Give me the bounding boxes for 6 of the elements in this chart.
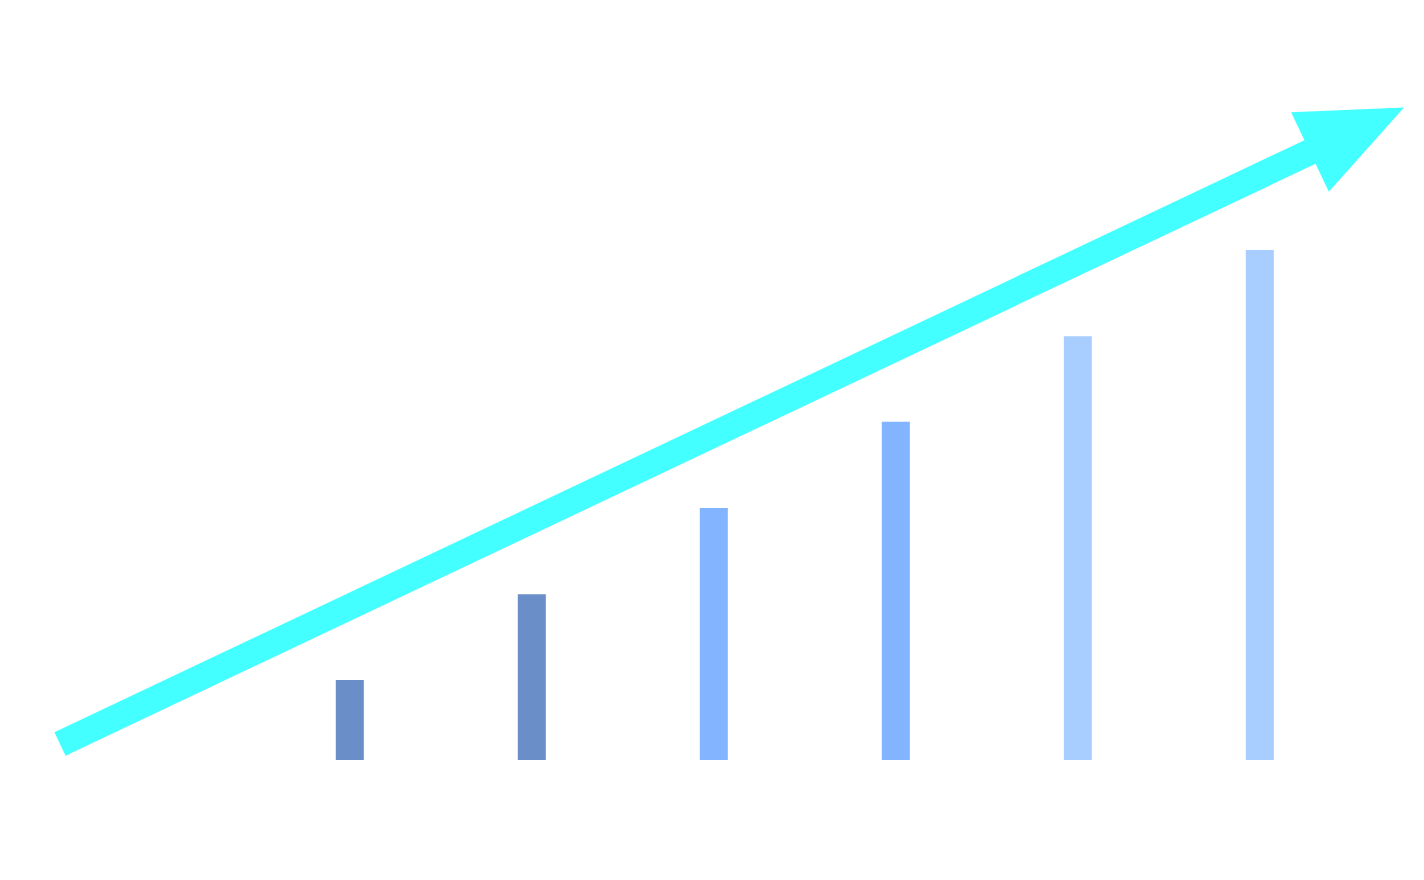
bar xyxy=(881,421,910,760)
bar xyxy=(335,679,364,760)
bar xyxy=(1245,250,1274,760)
bar xyxy=(1063,336,1092,760)
bar xyxy=(517,594,546,760)
bar xyxy=(699,508,728,760)
